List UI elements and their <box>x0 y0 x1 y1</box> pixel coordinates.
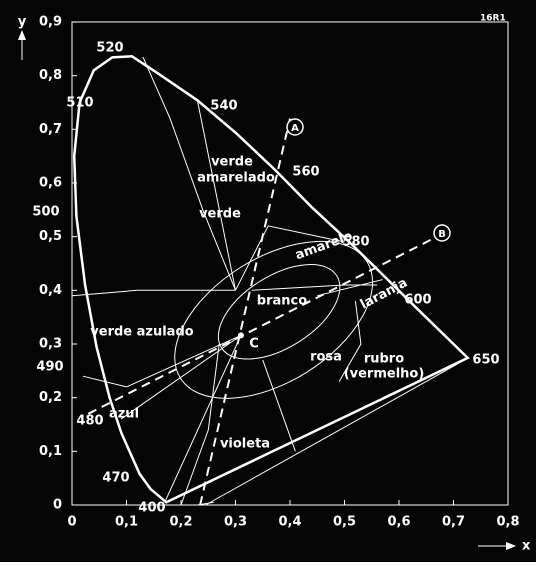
wavelength-label: 520 <box>96 41 123 56</box>
region-boundary <box>235 225 345 291</box>
spectral-locus <box>72 55 470 504</box>
point-label: A <box>291 123 299 134</box>
x-tick-label: 0,2 <box>169 515 192 530</box>
white-core <box>217 264 341 360</box>
y-tick-label: 0,3 <box>39 336 62 351</box>
region-label: violeta <box>220 437 270 452</box>
region-label: rosa <box>310 350 342 365</box>
region-boundary <box>71 289 236 297</box>
region-boundary <box>142 56 236 291</box>
x-tick-label: 0,5 <box>333 515 356 530</box>
wavelength-label: 480 <box>76 414 103 429</box>
boundary <box>205 359 465 506</box>
line-a <box>199 118 291 506</box>
region-boundary <box>120 334 242 420</box>
y-tick-label: 0,8 <box>39 68 62 83</box>
wavelength-label: 580 <box>342 235 369 250</box>
region-boundary <box>251 284 378 291</box>
x-tick-label: 0,8 <box>496 515 519 530</box>
diagram-lines <box>18 21 516 550</box>
y-tick-label: 0,9 <box>39 14 62 29</box>
x-tick-label: 0,4 <box>278 515 301 530</box>
wavelength-labels: 520 510 500 490 480 470 400 540 560 580 600 650 <box>32 41 499 516</box>
region-label: verde <box>211 155 253 170</box>
x-tick-label: 0,3 <box>224 515 247 530</box>
ticks: 0,9 0,8 0,7 0,6 0,5 0,4 0,3 0,2 0,1 00 0,1 0,2 0,3 0,… <box>39 14 520 529</box>
wavelength-label: 540 <box>210 99 237 114</box>
point-marker <box>286 118 304 136</box>
region-boundary <box>196 100 236 291</box>
white-region <box>174 240 374 399</box>
x-tick-label: 0,7 <box>442 515 465 530</box>
point-c <box>237 332 244 339</box>
region-label: verde azulado <box>90 325 193 340</box>
figure-code: 16R1 <box>480 14 506 24</box>
region-label: azul <box>109 407 139 422</box>
region-label: amarelado <box>197 171 275 186</box>
x-tick-label: 0,6 <box>387 515 410 530</box>
boundary <box>197 501 214 506</box>
y-tick-label: 0,2 <box>39 390 62 405</box>
wavelength-label: 400 <box>138 501 165 516</box>
wavelength-label: 500 <box>32 205 59 220</box>
wavelength-label: 510 <box>66 96 93 111</box>
region-label: verde <box>199 207 241 222</box>
wavelength-label: 470 <box>102 471 129 486</box>
point-marker <box>433 224 451 242</box>
y-axis-label: y <box>18 15 27 30</box>
x-axis-label: x <box>522 539 531 554</box>
x-arrow-head <box>506 542 516 550</box>
region-boundary <box>317 279 383 297</box>
region-boundary <box>338 301 362 382</box>
region-boundary <box>164 335 242 503</box>
y-tick-label: 0 <box>53 498 62 513</box>
y-tick-label: 0,5 <box>39 229 62 244</box>
region-boundary <box>82 334 242 388</box>
x-tick-label: 0 <box>67 515 76 530</box>
y-tick-label: 0,7 <box>39 122 62 137</box>
point-label: C <box>249 337 259 352</box>
region-boundary <box>180 343 220 506</box>
region-label: (vermelho) <box>344 367 425 382</box>
region-label: branco <box>257 294 307 309</box>
wavelength-label: 650 <box>472 353 499 368</box>
wavelength-label: 600 <box>404 293 431 308</box>
point-label: B <box>438 229 446 240</box>
region-label: rubro <box>364 352 404 367</box>
wavelength-label: 560 <box>292 165 319 180</box>
x-tick-label: 0,1 <box>115 515 138 530</box>
region-boundary <box>262 359 296 452</box>
y-arrow-head <box>18 30 26 40</box>
y-tick-label: 0,1 <box>39 444 62 459</box>
wavelength-label: 490 <box>36 360 63 375</box>
y-tick-label: 0,4 <box>39 283 62 298</box>
line-b <box>87 235 438 415</box>
y-tick-label: 0,6 <box>39 175 62 190</box>
